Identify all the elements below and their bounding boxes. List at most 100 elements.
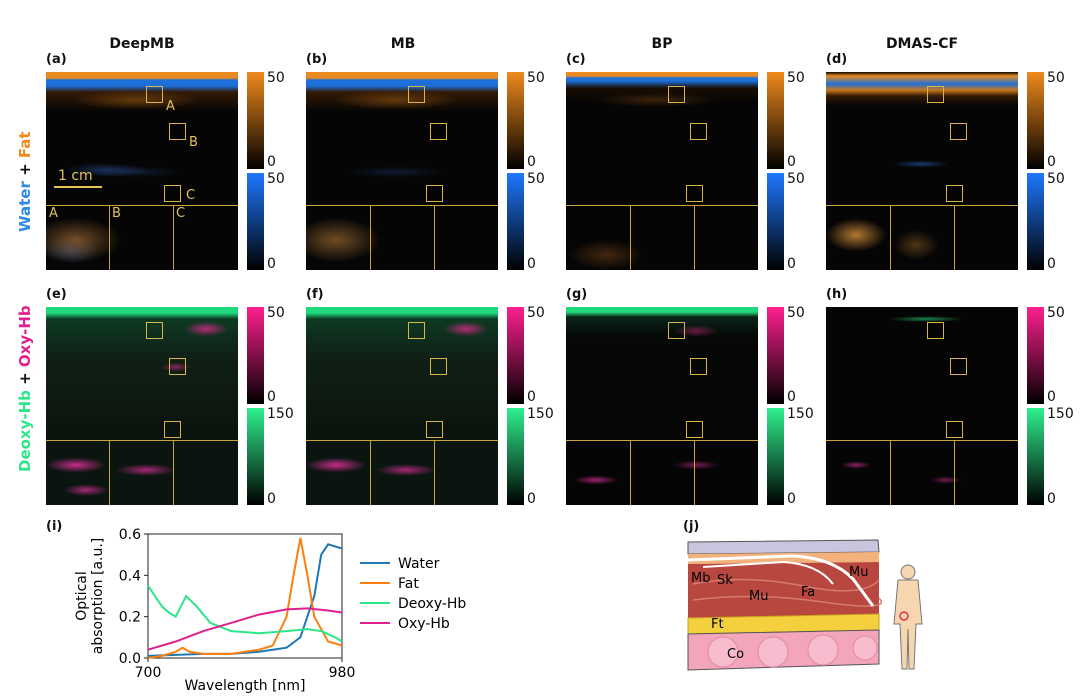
inset-region (826, 440, 1018, 505)
x-tick-label: 980 (329, 665, 356, 681)
inset-divider-v2 (173, 440, 174, 505)
roi-box-a (146, 86, 163, 103)
inset-divider-v2 (173, 205, 174, 270)
colorbar-tick: 50 (1047, 171, 1065, 187)
colorbar-deoxy (507, 408, 524, 505)
anatomy-label-mu: Mu (749, 589, 768, 604)
panel-label-d: (d) (826, 52, 848, 67)
row-label-oxy: Oxy-Hb (16, 305, 34, 368)
series-line-oxy-hb (147, 607, 343, 651)
anatomy-label-mu-2: Mu (849, 565, 868, 580)
colorbar-tick: 50 (787, 305, 805, 321)
panel-label-h: (h) (826, 287, 848, 302)
colorbar-tick: 0 (787, 491, 796, 507)
image-panel-e (46, 307, 238, 505)
colorbar-tick: 50 (527, 171, 545, 187)
panel-label-a: (a) (46, 52, 67, 67)
muscle-layer (688, 562, 879, 618)
inset-divider-v2 (434, 440, 435, 505)
row-label-fat: Fat (16, 131, 34, 159)
row-label-plus-2: + (16, 367, 34, 391)
y-tick-label: 0.6 (119, 527, 141, 543)
roi-box-b (430, 123, 447, 140)
colorbar-tick: 50 (267, 171, 285, 187)
roi-box-a (408, 86, 425, 103)
legend-label: Oxy-Hb (398, 616, 450, 632)
scale-bar-label: 1 cm (58, 168, 93, 184)
colorbar-tick: 0 (787, 256, 796, 272)
roi-box-c (164, 421, 181, 438)
epidermis-layer (688, 552, 879, 564)
anatomy-label-ft: Ft (711, 617, 724, 632)
roi-label-a: A (166, 99, 175, 114)
panel-label-g: (g) (566, 287, 588, 302)
colorbar-tick: 150 (267, 406, 294, 422)
roi-box-a (927, 86, 944, 103)
inset-divider-h (826, 440, 1018, 441)
legend-label: Water (398, 556, 440, 572)
colorbar-tick: 50 (787, 70, 805, 86)
colorbar-fat (507, 72, 524, 169)
roi-box-c (426, 185, 443, 202)
colorbar-tick: 0 (787, 154, 796, 170)
image-panel-a (46, 72, 238, 270)
colorbar-tick: 0 (1047, 389, 1056, 405)
roi-label-c: C (186, 188, 196, 203)
row-label-plus: + (16, 158, 34, 182)
panel-label-c: (c) (566, 52, 586, 67)
colorbar-deoxy (1027, 408, 1044, 505)
image-panel-h (826, 307, 1018, 505)
legend-label: Fat (398, 576, 419, 592)
inset-region (46, 440, 238, 505)
chart-axes-frame (147, 533, 343, 659)
y-axis-label: absorption [a.u.] (90, 538, 106, 655)
image-panel-b (306, 72, 498, 270)
colorbar-tick: 50 (787, 171, 805, 187)
panel-label-i: (i) (46, 519, 63, 534)
image-panel-d (826, 72, 1018, 270)
colorbar-tick: 50 (527, 70, 545, 86)
colorbar-tick: 50 (267, 305, 285, 321)
colorbar-water (767, 173, 784, 270)
inset-label-c: C (176, 206, 186, 221)
inset-divider-v1 (630, 440, 631, 505)
scale-bar (54, 186, 102, 188)
roi-box-c (946, 185, 963, 202)
colorbar-oxy (507, 307, 524, 404)
colorbar-tick: 0 (267, 154, 276, 170)
colorbar-tick: 0 (267, 491, 276, 507)
inset-divider-v2 (954, 205, 955, 270)
colorbar-tick: 0 (787, 389, 796, 405)
inset-divider-h (566, 440, 758, 441)
colorbar-deoxy (247, 408, 264, 505)
roi-box-c (164, 185, 181, 202)
inset-divider-v1 (109, 440, 110, 505)
colorbar-tick: 0 (1047, 491, 1056, 507)
inset-divider-v2 (434, 205, 435, 270)
roi-box-b (430, 358, 447, 375)
roi-box-b (169, 358, 186, 375)
inset-region (566, 440, 758, 505)
anatomy-diagram: Mb Sk Mu Fa Mu Ft Co (687, 539, 923, 671)
roi-box-c (946, 421, 963, 438)
roi-box-c (686, 185, 703, 202)
inset-label-a: A (49, 206, 58, 221)
series-line-water (147, 543, 343, 657)
colorbar-water (1027, 173, 1044, 270)
series-line-fat (147, 537, 343, 659)
inset-divider-h (46, 205, 238, 206)
anatomy-label-fa: Fa (801, 585, 815, 600)
inset-region (826, 205, 1018, 270)
image-panel-g (566, 307, 758, 505)
row-label-hb: Deoxy-Hb + Oxy-Hb (16, 305, 34, 472)
roi-box-a (668, 322, 685, 339)
colorbar-tick: 150 (1047, 406, 1074, 422)
colorbar-tick: 50 (527, 305, 545, 321)
colorbar-tick: 0 (527, 154, 536, 170)
colorbar-tick: 0 (527, 389, 536, 405)
colorbar-tick: 150 (787, 406, 814, 422)
x-tick-label: 700 (135, 665, 162, 681)
spectrum-chart: 0.0 0.2 0.4 0.6 700 980 Wavelength [nm] Optical… (74, 527, 466, 694)
colorbar-tick: 0 (527, 256, 536, 272)
inset-region (306, 205, 498, 270)
